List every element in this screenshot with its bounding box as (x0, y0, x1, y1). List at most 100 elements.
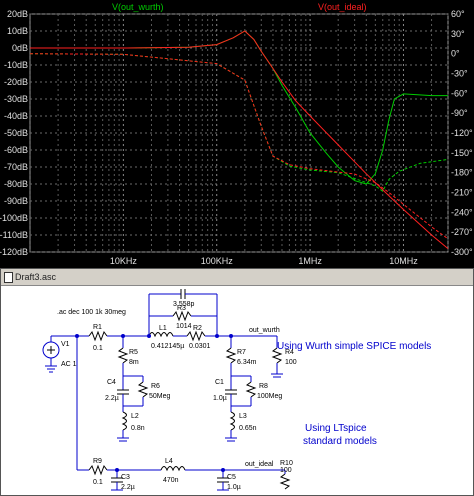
r3-value: 1014 (176, 323, 192, 330)
r3-resistor (172, 310, 192, 322)
r8-name: R8 (259, 383, 268, 390)
r9-value: 0.1 (93, 479, 103, 486)
c5-value: 1.0µ (227, 484, 241, 491)
l2-name: L2 (131, 413, 139, 420)
trace-layer (29, 30, 449, 249)
l3-inductor (229, 411, 235, 431)
series-phase-v-out-wurth (29, 53, 449, 192)
r9-name: R9 (93, 458, 102, 465)
schematic-canvas[interactable]: .ac dec 100 1k 30meg V1 AC 1 R1 0.1 C2 3… (1, 286, 473, 495)
c1-name: C1 (215, 379, 224, 386)
v1-name: V1 (61, 341, 70, 348)
note-ltspice-line1[interactable]: Using LTspice (305, 423, 367, 434)
l2-inductor (121, 411, 127, 431)
r6-value: 50Meg (149, 393, 171, 400)
y-left-tick-label: -120dB (0, 247, 28, 257)
x-tick-label: 1MHz (298, 256, 322, 266)
legend-v-out-wurth[interactable]: V(out_wurth) (112, 2, 164, 12)
x-tick-label: 10KHz (110, 256, 138, 266)
r4-resistor (271, 347, 283, 364)
l4-inductor (160, 466, 186, 472)
y-left-tick-label: 10dB (7, 26, 28, 36)
r2-resistor (186, 330, 206, 342)
r3-name: R3 (177, 305, 186, 312)
r6-resistor (137, 381, 149, 398)
r7-value: 6.34m (237, 359, 257, 366)
c5-name: C5 (227, 474, 236, 481)
y-left-tick-label: -90dB (4, 196, 28, 206)
r4-value: 100 (285, 359, 297, 366)
y-left-tick-label: -80dB (4, 179, 28, 189)
plot-area (29, 13, 449, 253)
y-left-tick-label: -40dB (4, 111, 28, 121)
y-left-tick-label: 0dB (12, 43, 28, 53)
net-label-out-wurth[interactable]: out_wurth (249, 327, 280, 334)
l4-name: L4 (165, 458, 173, 465)
l3-name: L3 (239, 413, 247, 420)
c4-value: 2.2µ (105, 395, 119, 402)
y-left-tick-label: 20dB (7, 9, 28, 19)
r9-resistor (88, 464, 108, 476)
schematic-window[interactable]: Draft3.asc (0, 268, 474, 496)
schematic-window-title: Draft3.asc (15, 272, 57, 282)
r10-value: 100 (280, 467, 292, 474)
y-right-tick-label: -300° (451, 247, 473, 257)
note-ltspice-line2[interactable]: standard models (303, 436, 377, 447)
waveform-viewer[interactable]: 20dB 10dB 0dB -10dB -20dB -30dB -40dB -50dB -60d… (0, 0, 474, 268)
y-left-tick-label: -10dB (4, 60, 28, 70)
c2-name: C2 (177, 286, 186, 287)
sim-command[interactable]: .ac dec 100 1k 30meg (57, 309, 126, 316)
l2-value: 0.8n (131, 425, 145, 432)
tick-layer: 20dB 10dB 0dB -10dB -20dB -30dB -40dB -50dB -60d… (0, 9, 473, 266)
r7-resistor (225, 347, 237, 364)
series-phase-v-out-ideal (29, 53, 449, 240)
r10-name: R10 (280, 460, 293, 467)
c3-name: C3 (121, 474, 130, 481)
net-label-out-ideal[interactable]: out_ideal (245, 461, 274, 468)
y-right-tick-label: 0° (451, 49, 460, 59)
y-left-tick-label: -30dB (4, 94, 28, 104)
series-magnitude-v-out-ideal (30, 30, 449, 249)
legend-v-out-ideal[interactable]: V(out_ideal) (318, 2, 367, 12)
l1-inductor (148, 332, 174, 338)
l1-name: L1 (159, 325, 167, 332)
bode-plot[interactable]: 20dB 10dB 0dB -10dB -20dB -30dB -40dB -50dB -60d… (0, 0, 474, 268)
y-right-tick-label: -210° (451, 188, 473, 198)
r5-name: R5 (129, 349, 138, 356)
x-tick-label: 10MHz (389, 256, 418, 266)
y-right-tick-label: -180° (451, 168, 473, 178)
r1-resistor (88, 330, 108, 342)
y-right-tick-label: -270° (451, 227, 473, 237)
l3-value: 0.65n (239, 425, 257, 432)
r2-value: 0.0301 (189, 343, 211, 350)
y-left-tick-label: -110dB (0, 230, 28, 240)
document-icon (4, 272, 13, 283)
c4-name: C4 (107, 379, 116, 386)
c3-value: 2.2µ (121, 484, 135, 491)
r2-name: R2 (193, 325, 202, 332)
r7-name: R7 (237, 349, 246, 356)
c1-value: 1.0µ (213, 395, 227, 402)
r8-resistor (245, 381, 257, 398)
c2-value: 3.558p (173, 301, 195, 308)
note-wurth-models[interactable]: Using Wurth simple SPICE models (277, 341, 431, 352)
y-right-tick-label: 60° (451, 9, 465, 19)
r4-name: R4 (285, 349, 294, 356)
y-right-tick-label: -240° (451, 207, 473, 217)
l4-value: 470n (163, 477, 179, 484)
y-right-tick-label: -60° (451, 88, 468, 98)
v1-value: AC 1 (61, 361, 77, 368)
schematic-titlebar[interactable]: Draft3.asc (1, 269, 473, 286)
r1-name: R1 (93, 324, 102, 331)
y-left-tick-label: -50dB (4, 128, 28, 138)
y-right-tick-label: -150° (451, 148, 473, 158)
y-right-tick-label: -30° (451, 69, 468, 79)
y-left-tick-label: -70dB (4, 162, 28, 172)
y-right-tick-label: -90° (451, 108, 468, 118)
y-right-tick-label: -120° (451, 128, 473, 138)
y-left-tick-label: -60dB (4, 145, 28, 155)
l1-value: 0.412145µ (151, 343, 184, 350)
y-left-tick-label: -100dB (0, 213, 28, 223)
y-left-tick-label: -20dB (4, 77, 28, 87)
x-tick-label: 100KHz (201, 256, 234, 266)
